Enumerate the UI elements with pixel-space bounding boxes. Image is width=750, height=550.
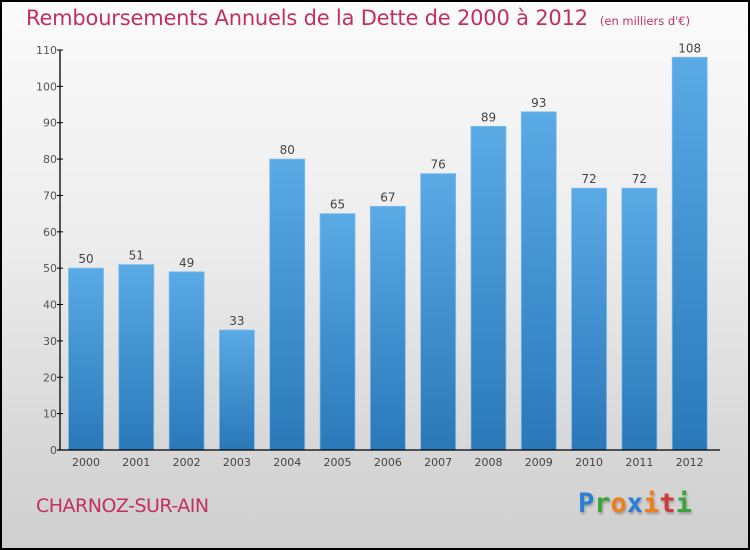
bar-2009: [520, 111, 557, 451]
bar-2005: [319, 213, 356, 451]
chart-unit-label: (en milliers d'€): [599, 14, 691, 28]
value-label-2004: 80: [280, 143, 295, 157]
bar-2011: [621, 187, 658, 451]
x-tick-label-2011: 2011: [625, 456, 653, 469]
bar-2002: [168, 271, 205, 451]
bar-2004: [269, 158, 306, 451]
y-tick-label-20: 20: [43, 371, 57, 384]
y-tick-label-70: 70: [43, 189, 57, 202]
x-tick-label-2010: 2010: [575, 456, 603, 469]
y-tick-label-50: 50: [43, 262, 57, 275]
value-label-2005: 65: [330, 198, 345, 212]
value-label-2011: 72: [632, 172, 647, 186]
x-tick-label-2000: 2000: [72, 456, 100, 469]
y-tick-label-80: 80: [43, 153, 57, 166]
x-tick-label-2007: 2007: [424, 456, 452, 469]
x-tick-label-2005: 2005: [324, 456, 352, 469]
y-tick-label-30: 30: [43, 335, 57, 348]
value-label-2002: 49: [179, 256, 194, 270]
bar-2006: [369, 205, 406, 451]
x-tick-label-2002: 2002: [173, 456, 201, 469]
x-tick-label-2008: 2008: [474, 456, 502, 469]
y-tick-label-10: 10: [43, 408, 57, 421]
value-label-2010: 72: [581, 172, 596, 186]
proxiti-logo[interactable]: Proxiti: [578, 488, 692, 519]
bar-2003: [219, 329, 255, 451]
chart-title: Remboursements Annuels de la Dette de 20…: [26, 6, 690, 30]
bar-2010: [571, 187, 607, 451]
bar-2012: [671, 56, 708, 451]
axes-group: 2000 2001 2002 2003 2004 2005 2006 2007 2008 2009…: [36, 44, 720, 469]
bar-2001: [118, 264, 155, 451]
commune-name: CHARNOZ-SUR-AIN: [36, 495, 209, 517]
value-label-2000: 50: [78, 252, 93, 266]
bar-2000: [68, 267, 104, 451]
y-tick-label-0: 0: [50, 444, 57, 457]
value-label-2007: 76: [431, 158, 446, 172]
y-tick-label-100: 100: [36, 80, 57, 93]
x-tick-label-2012: 2012: [676, 456, 704, 469]
value-label-2006: 67: [380, 190, 395, 204]
y-tick-label-60: 60: [43, 226, 57, 239]
value-label-2008: 89: [481, 110, 496, 124]
x-tick-label-2009: 2009: [525, 456, 553, 469]
y-tick-label-40: 40: [43, 299, 57, 312]
value-label-2003: 33: [229, 314, 244, 328]
bar-2007: [420, 173, 457, 451]
x-tick-label-2004: 2004: [273, 456, 301, 469]
value-label-2012: 108: [678, 41, 701, 55]
logo-letter: o: [610, 488, 627, 519]
logo-letter: t: [659, 488, 676, 519]
x-tick-label-2001: 2001: [122, 456, 150, 469]
value-label-2009: 93: [531, 96, 546, 110]
logo-letter: P: [578, 488, 595, 519]
chart-title-text: Remboursements Annuels de la Dette de 20…: [26, 6, 588, 30]
y-tick-label-110: 110: [36, 44, 57, 57]
logo-letter: i: [675, 488, 692, 519]
logo-letter: i: [643, 488, 660, 519]
x-tick-label-2006: 2006: [374, 456, 402, 469]
logo-letter: r: [594, 488, 611, 519]
value-label-2001: 51: [129, 249, 144, 263]
y-tick-label-90: 90: [43, 117, 57, 130]
x-tick-label-2003: 2003: [223, 456, 251, 469]
logo-letter: x: [626, 488, 644, 519]
bars-group: 50 51 49 33 80 65 67 76 89 93 72 72 108: [68, 41, 708, 451]
bar-2008: [470, 125, 507, 451]
